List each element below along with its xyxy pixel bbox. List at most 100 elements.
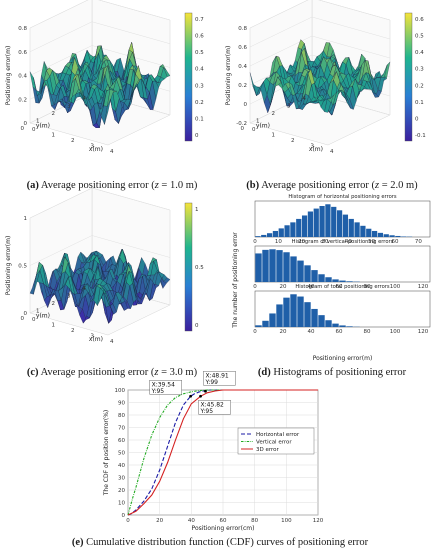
hist-title: Histogram of vertical positioning errors bbox=[292, 239, 394, 245]
x-tick-label: 3 bbox=[311, 144, 315, 150]
cdf-x-tick-label: 100 bbox=[281, 518, 292, 524]
cdf-panel-e: 0 20 40 60 80 100 120 0 10 20 30 40 50 60 70 80 90 100 Pos… bbox=[103, 371, 324, 532]
hist-bar bbox=[262, 249, 269, 282]
colorbar-tick-label: -0.1 bbox=[415, 133, 426, 139]
hist-bar bbox=[311, 270, 318, 282]
colorbar-tick-label: 0.2 bbox=[415, 83, 424, 89]
cdf-x-tick-label: 20 bbox=[156, 518, 163, 524]
hist-bar bbox=[342, 214, 349, 237]
z-tick-label: 0.2 bbox=[18, 97, 27, 103]
hist-bar bbox=[325, 320, 332, 327]
colorbar-tick-label: 1 bbox=[195, 207, 199, 213]
x-tick-label: 2 bbox=[71, 328, 75, 334]
hist-bar bbox=[283, 252, 290, 282]
z-tick-label: 0.6 bbox=[238, 45, 247, 51]
cdf-x-axis-label: Positioning error(cm) bbox=[192, 525, 255, 532]
z-gridline bbox=[29, 235, 171, 266]
cdf-x-tick-label: 40 bbox=[188, 518, 195, 524]
hist-axes bbox=[254, 200, 431, 238]
hist-bar bbox=[336, 210, 343, 237]
hist-bar bbox=[290, 222, 296, 237]
x-tick-label: 1 bbox=[272, 133, 276, 139]
hist-bar bbox=[346, 326, 353, 327]
y-tick-label: 4 bbox=[83, 286, 87, 292]
colorbar-tick-label: 0 bbox=[195, 133, 199, 139]
caption-b: (b) Average positioning error (z = 2.0 m… bbox=[246, 180, 418, 191]
hist-bar bbox=[313, 208, 319, 237]
hist-bar bbox=[304, 265, 311, 282]
cdf-x-tick-label: 120 bbox=[313, 518, 324, 524]
cdf-datatip-y: Y:99 bbox=[204, 379, 218, 386]
hist-bar bbox=[371, 230, 378, 237]
cdf-datatip-marker bbox=[189, 394, 193, 398]
colorbar-tick-label: 0.1 bbox=[195, 116, 204, 122]
z-axis-label: Positioning error(m) bbox=[5, 236, 12, 296]
cdf-y-tick-label: 20 bbox=[118, 488, 125, 494]
hist-bar bbox=[290, 256, 297, 282]
z-gridline bbox=[29, 21, 171, 52]
z-tick-label: 1 bbox=[24, 216, 28, 222]
y-tick-label: 0 bbox=[21, 316, 25, 322]
y-axis-label: y(m) bbox=[36, 123, 50, 130]
surface-panel-b: -0.200.20.40.60.80123443210x(m)y(m)Posit… bbox=[225, 0, 426, 155]
cdf-datatip-x: X:48.91 bbox=[205, 372, 228, 379]
hist-x-tick-label: 40 bbox=[308, 329, 315, 335]
cdf-x-tick-label: 60 bbox=[220, 518, 227, 524]
y-tick-label: 0 bbox=[241, 126, 245, 132]
hist-y-axis-label: The number of positioning error bbox=[232, 232, 239, 329]
hist-title: Histogram of horizontal positioning erro… bbox=[288, 194, 397, 200]
hist-bar bbox=[290, 294, 297, 327]
colorbar-tick-label: 0.4 bbox=[415, 50, 424, 56]
y-tick-label: 4 bbox=[83, 96, 87, 102]
y-tick-label: 0 bbox=[21, 126, 25, 132]
x-tick-label: 0 bbox=[252, 127, 256, 133]
hist-bar bbox=[304, 302, 311, 327]
hist-bar bbox=[307, 211, 314, 237]
colorbar-tick-label: 0.5 bbox=[195, 50, 204, 56]
z-gridline bbox=[249, 16, 391, 48]
hist-x-tick-label: 0 bbox=[253, 329, 257, 335]
hist-x-tick-label: 120 bbox=[418, 329, 429, 335]
x-tick-label: 3 bbox=[91, 334, 95, 340]
z-gridline bbox=[29, 0, 171, 29]
hist-bar bbox=[318, 315, 325, 327]
cdf-series-line bbox=[127, 389, 318, 516]
y-tick-label: 3 bbox=[67, 294, 71, 300]
y-tick-label: 2 bbox=[52, 301, 56, 307]
x-tick-label: 1 bbox=[52, 133, 56, 139]
z-tick-label: 0.5 bbox=[18, 264, 27, 270]
cdf-datatip-x: X:45.82 bbox=[201, 401, 224, 408]
cdf-y-tick-label: 70 bbox=[118, 426, 125, 432]
hist-bar bbox=[255, 325, 262, 327]
cdf-y-tick-label: 50 bbox=[118, 451, 125, 457]
cdf-datatip-marker bbox=[199, 394, 202, 398]
hist-bar bbox=[354, 222, 360, 237]
hist-x-tick-label: 30 bbox=[322, 239, 329, 245]
colorbar-tick-label: 0.3 bbox=[195, 83, 204, 89]
hist-bar bbox=[401, 236, 407, 237]
y-tick-label: 3 bbox=[287, 104, 291, 110]
hist-x-tick-label: 50 bbox=[368, 239, 375, 245]
z-gridline bbox=[249, 35, 391, 67]
cdf-y-axis-label: The CDF of position error(%) bbox=[103, 410, 110, 497]
x-tick-label: 2 bbox=[71, 138, 75, 144]
hist-bar bbox=[262, 320, 269, 327]
surface-panel-a: 00.20.40.60.80123443210x(m)y(m)Positioni… bbox=[5, 0, 204, 155]
hist-bar bbox=[332, 279, 339, 282]
hist-bar bbox=[360, 225, 366, 237]
x-axis-label: x(m) bbox=[309, 146, 323, 153]
x-tick-label: 2 bbox=[291, 138, 295, 144]
colorbar-tick-label: 0.5 bbox=[195, 265, 204, 271]
hist-bar bbox=[377, 232, 384, 237]
hist-bar bbox=[255, 253, 262, 282]
colorbar bbox=[184, 202, 193, 332]
hist-bar bbox=[278, 228, 284, 237]
hist-bar bbox=[283, 297, 290, 327]
hist-bar bbox=[266, 233, 273, 237]
z-tick-label: 0 bbox=[244, 102, 248, 108]
hist-bar bbox=[383, 234, 389, 237]
hist-x-axis-label: Positioning error(m) bbox=[313, 355, 373, 362]
z-axis-label: Positioning error(m) bbox=[225, 46, 232, 106]
cdf-y-tick-label: 60 bbox=[118, 438, 125, 444]
